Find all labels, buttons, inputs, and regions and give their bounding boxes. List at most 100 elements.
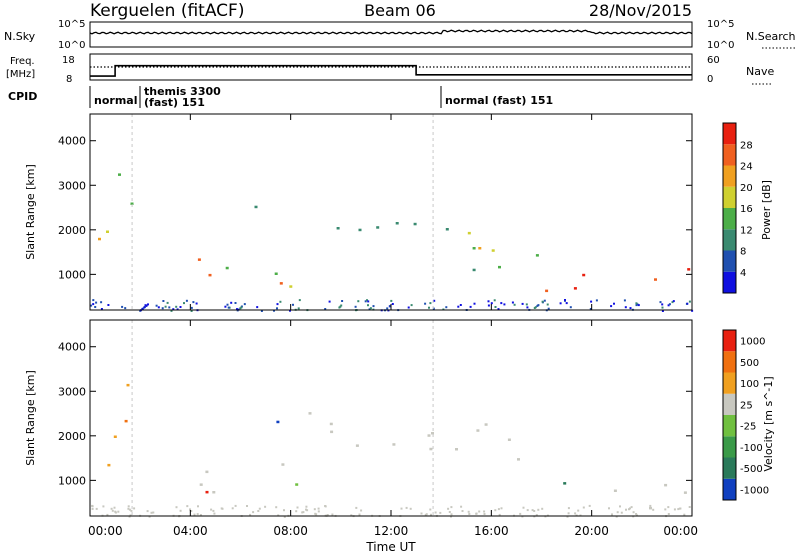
echo-cell	[661, 310, 664, 312]
echo-cell	[595, 299, 598, 302]
echo-cell	[582, 273, 586, 277]
colorbar-frame	[722, 122, 737, 294]
ytick-label: 1000	[58, 474, 86, 487]
echo-cell	[661, 306, 664, 309]
echo-cell	[637, 304, 640, 307]
echo-cell	[691, 309, 694, 312]
echo-cell	[273, 309, 275, 312]
echo-cell	[276, 307, 278, 310]
echo-cell	[543, 299, 546, 302]
echo-cell	[455, 448, 458, 451]
echo-cell	[295, 483, 299, 486]
freq-line	[90, 64, 692, 77]
echo-cell	[283, 515, 286, 518]
echo-cell	[106, 230, 109, 233]
freq-panel: Freq. [MHz] 18 8 60 0 Nave	[6, 53, 774, 85]
echo-cell	[472, 247, 476, 250]
ytick-label: 2000	[58, 430, 86, 443]
nsearch-label: N.Search	[746, 30, 796, 43]
echo-cell	[227, 306, 230, 309]
echo-cell	[428, 306, 430, 309]
echo-cell	[358, 513, 361, 516]
echo-cell	[615, 515, 618, 518]
echo-cell	[91, 507, 94, 510]
echo-cell	[425, 513, 428, 516]
echo-cell	[257, 510, 260, 512]
colorbar-segment	[723, 478, 736, 500]
echo-cell	[289, 285, 293, 288]
nsky-panel: N.Sky 10^5 10^0 10^5 10^0 N.Search	[4, 19, 796, 51]
nsearch-tick-bottom: 10^0	[707, 40, 734, 51]
colorbar-segment	[723, 330, 736, 352]
xtick-label: 00:00	[88, 524, 123, 538]
echo-cell	[197, 258, 201, 261]
echo-cell	[305, 508, 307, 511]
echo-cell	[314, 512, 317, 515]
nave-label: Nave	[746, 65, 774, 78]
echo-cell	[588, 504, 591, 507]
echo-cell	[407, 306, 410, 309]
echo-cell	[258, 507, 261, 510]
echo-cell	[324, 308, 327, 310]
echo-cell	[547, 307, 550, 310]
nsky-line	[89, 29, 693, 35]
echo-cell	[326, 514, 329, 516]
echo-cell	[367, 300, 370, 303]
power-panel: 1000 2000 3000 4000 Slant Range [km] 4 8 12 16…	[24, 113, 773, 312]
xtick-label: 12:00	[374, 524, 409, 538]
echo-cell	[652, 508, 655, 511]
nave-tick-top: 60	[707, 55, 720, 66]
echo-cell	[364, 300, 367, 303]
echo-cell	[100, 301, 103, 304]
echo-cell	[212, 509, 215, 512]
echo-cell	[350, 514, 353, 517]
echo-cell	[511, 301, 514, 304]
x-axis-label: Time UT	[365, 540, 416, 554]
freq-tick-top: 18	[62, 55, 75, 66]
colorbar-tick-label: -500	[740, 464, 763, 475]
colorbar-tick-label: 20	[740, 183, 753, 194]
echo-cell	[683, 513, 686, 516]
echo-cell	[409, 507, 412, 510]
echo-cell	[623, 299, 626, 302]
cpid-panel: CPID normal themis 3300 (fast) 151 norma…	[8, 85, 553, 109]
echo-cell	[678, 507, 681, 510]
echo-cell	[224, 305, 227, 308]
echo-cell	[107, 304, 110, 306]
echo-cell	[212, 491, 216, 494]
echo-cell	[386, 307, 389, 310]
echo-cell	[111, 509, 114, 512]
echo-cell	[189, 508, 191, 511]
echo-cell	[205, 490, 209, 494]
echo-cell	[541, 507, 544, 510]
echo-cell	[234, 504, 237, 507]
nsky-tick-top: 10^5	[58, 19, 85, 30]
power-yaxis: 1000 2000 3000 4000	[58, 135, 692, 281]
echo-cell	[610, 305, 613, 308]
echo-cell	[195, 302, 198, 305]
echo-cell	[236, 308, 238, 311]
echo-cell	[298, 299, 301, 302]
echo-cell	[457, 305, 460, 308]
colorbar-tick-label: -100	[740, 443, 763, 454]
echo-cell	[256, 306, 259, 309]
echo-cell	[445, 306, 448, 309]
echo-cell	[574, 512, 577, 515]
echo-cell	[683, 491, 687, 494]
echo-cell	[439, 511, 442, 514]
colorbar-tick-label: 12	[740, 225, 753, 236]
echo-cell	[430, 513, 432, 516]
echo-cell	[459, 304, 462, 306]
echo-cell	[500, 507, 503, 510]
echo-cell	[185, 299, 188, 302]
echo-cell	[190, 510, 193, 512]
echo-cell	[243, 303, 246, 306]
echo-cell	[673, 508, 676, 511]
ytick-label: 3000	[58, 179, 86, 192]
echo-cell	[95, 301, 98, 304]
echo-cell	[619, 505, 621, 508]
echo-cell	[240, 306, 243, 309]
echo-cell	[686, 302, 689, 305]
echo-cell	[525, 303, 528, 306]
echo-cell	[497, 308, 500, 311]
